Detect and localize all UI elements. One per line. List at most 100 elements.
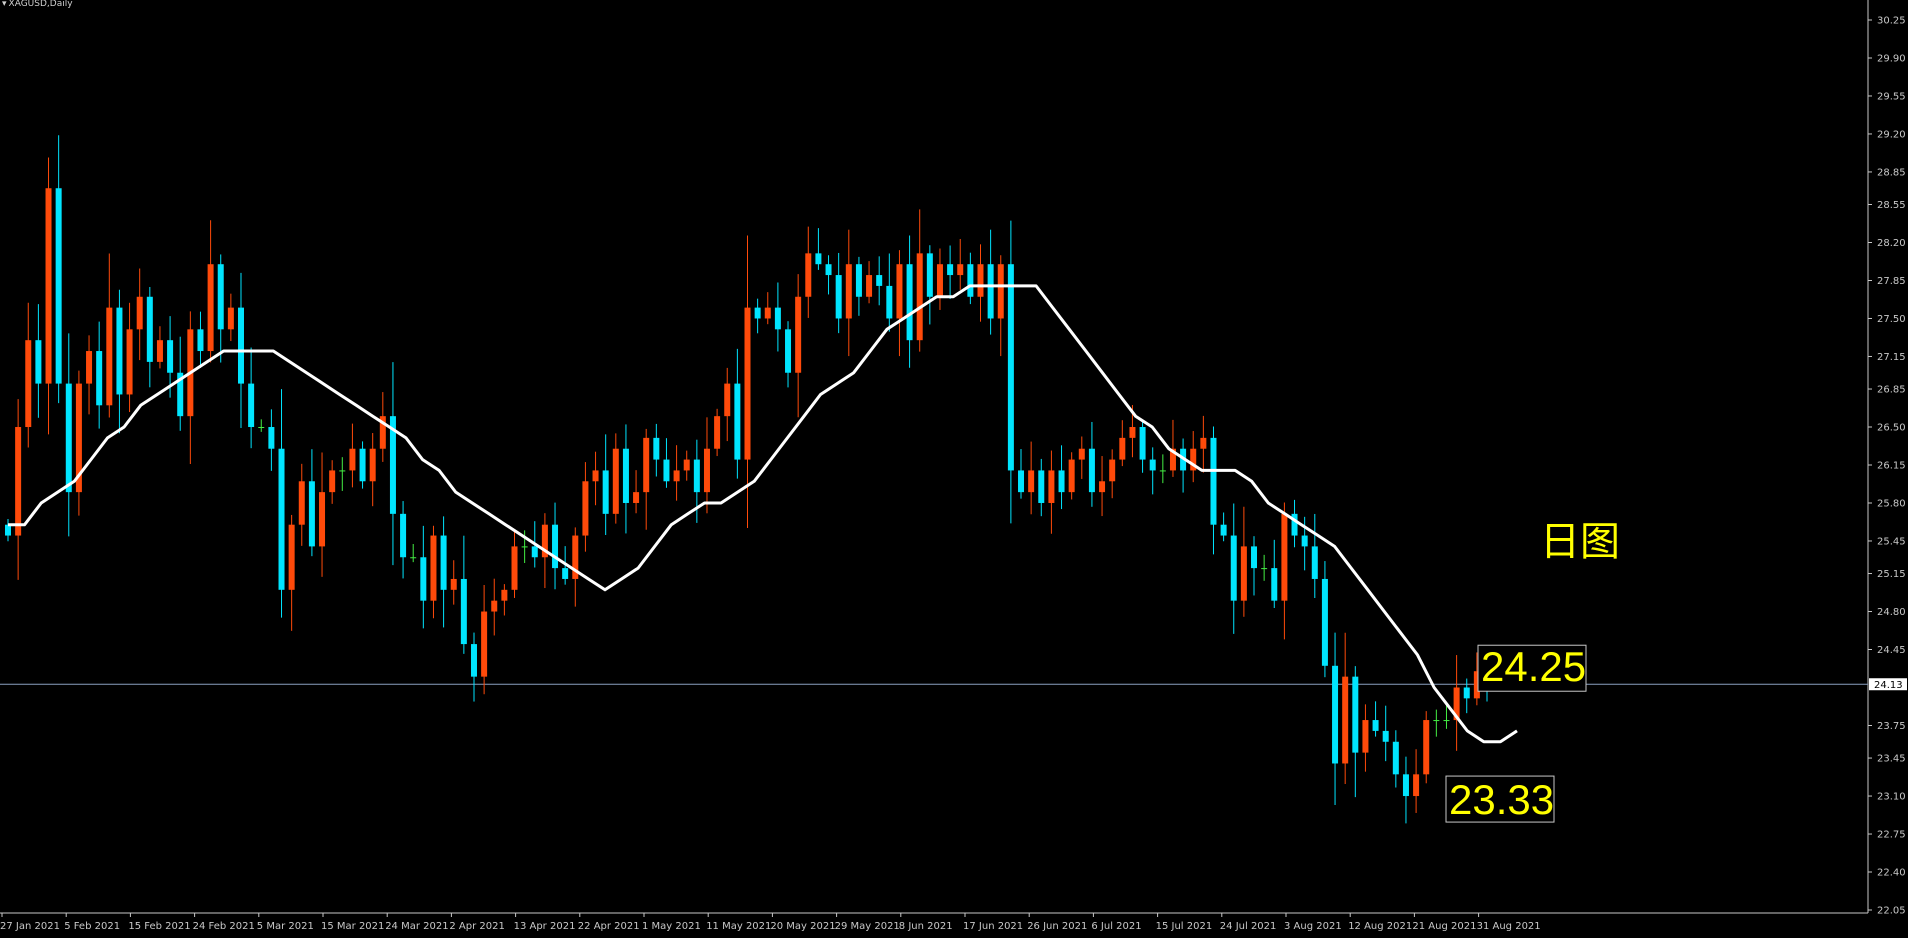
candle-body — [511, 546, 518, 590]
candle-body — [1220, 524, 1227, 536]
candle-body — [754, 307, 761, 319]
candle-body — [582, 481, 589, 536]
collapse-triangle-icon[interactable]: ▾ — [2, 0, 7, 9]
candle-body — [764, 307, 771, 319]
candle-body — [65, 383, 72, 493]
candle-body — [1078, 448, 1085, 460]
price-tick-label: 24.45 — [1877, 645, 1906, 656]
time-tick-label: 8 Jun 2021 — [899, 921, 953, 932]
candle-body — [1230, 535, 1237, 601]
candle-body — [602, 470, 609, 514]
candle-body — [1129, 427, 1136, 438]
candle-body — [86, 351, 93, 384]
candle-body — [15, 427, 22, 536]
time-tick-label: 5 Feb 2021 — [64, 921, 120, 932]
time-tick-label: 29 May 2021 — [835, 921, 900, 932]
candle-body — [835, 275, 842, 319]
candle-body — [217, 264, 224, 330]
candle-body — [96, 351, 103, 406]
candle-body — [460, 578, 467, 645]
candle-body — [258, 427, 265, 429]
candle-body — [795, 296, 802, 373]
price-tick-label: 25.45 — [1877, 536, 1906, 547]
candle-body — [673, 470, 680, 482]
candle-body — [1261, 568, 1268, 570]
candle-body — [1048, 470, 1055, 503]
candle-body — [1058, 470, 1065, 493]
time-tick-label: 13 Apr 2021 — [514, 921, 576, 932]
time-tick-label: 1 May 2021 — [642, 921, 701, 932]
price-tick-label: 28.55 — [1877, 200, 1906, 211]
candle-body — [1342, 676, 1349, 764]
high-price-label: 24.25 — [1481, 643, 1586, 690]
candle-body — [1018, 470, 1025, 493]
candle-body — [1473, 671, 1480, 699]
candle-body — [420, 557, 427, 601]
candle-body — [400, 513, 407, 558]
price-tick-label: 30.25 — [1877, 16, 1906, 27]
time-tick-label: 22 Apr 2021 — [578, 921, 640, 932]
candle-body — [876, 275, 883, 286]
candle-body — [916, 253, 923, 341]
candle-body — [319, 492, 326, 547]
candle-body — [1119, 437, 1126, 460]
candle-body — [440, 535, 447, 590]
candle-body — [1372, 720, 1379, 731]
candle-body — [308, 481, 315, 547]
candle-body — [25, 340, 32, 428]
candle-body — [734, 383, 741, 460]
candle-body — [268, 427, 275, 449]
candle-body — [693, 459, 700, 493]
candle-body — [237, 307, 244, 384]
candle-body — [491, 600, 498, 612]
candle-body — [825, 264, 832, 276]
candle-body — [470, 644, 477, 677]
candle-body — [886, 285, 893, 319]
price-tick-label: 22.75 — [1877, 830, 1906, 841]
candle-body — [1088, 448, 1095, 493]
candle-body — [1240, 546, 1247, 601]
time-tick-label: 27 Jan 2021 — [0, 921, 60, 932]
candle-body — [815, 253, 822, 265]
candle-body — [116, 307, 123, 395]
candle-body — [1423, 720, 1430, 775]
symbol-title-text: XAGUSD,Daily — [8, 0, 73, 9]
candle-body — [987, 264, 994, 319]
candle-body — [501, 589, 508, 601]
candle-body — [430, 535, 437, 601]
candle-body — [683, 459, 690, 471]
candle-body — [541, 524, 548, 558]
candle-body — [126, 329, 133, 395]
candle-body — [967, 264, 974, 297]
candle-body — [714, 416, 721, 449]
candle-body — [663, 459, 670, 482]
candle-body — [552, 524, 559, 569]
time-tick-label: 3 Aug 2021 — [1284, 921, 1342, 932]
candle-body — [1301, 535, 1308, 547]
price-tick-label: 23.10 — [1877, 792, 1906, 803]
candle-body — [1159, 470, 1166, 472]
candle-body — [947, 264, 954, 276]
candle-body — [359, 448, 366, 482]
candle-body — [450, 578, 457, 590]
candle-body — [997, 264, 1004, 319]
chart-symbol-title: ▾ XAGUSD,Daily — [2, 0, 73, 9]
candle-body — [1028, 470, 1035, 493]
time-tick-label: 17 Jun 2021 — [963, 921, 1023, 932]
price-tick-label: 26.15 — [1877, 461, 1906, 472]
price-tick-label: 29.55 — [1877, 91, 1906, 102]
candle-body — [622, 448, 629, 503]
candle-body — [410, 557, 417, 559]
moving-average-line — [8, 284, 1518, 744]
time-tick-label: 24 Jul 2021 — [1220, 921, 1277, 932]
candle-body — [1169, 448, 1176, 471]
candle-body — [1099, 481, 1106, 493]
price-tick-label: 29.20 — [1877, 129, 1906, 140]
candle-body — [35, 340, 42, 384]
candle-body — [744, 307, 751, 460]
candle-body — [1271, 568, 1278, 601]
candle-body — [1200, 437, 1207, 449]
time-tick-label: 2 Apr 2021 — [449, 921, 504, 932]
candle-body — [288, 524, 295, 590]
